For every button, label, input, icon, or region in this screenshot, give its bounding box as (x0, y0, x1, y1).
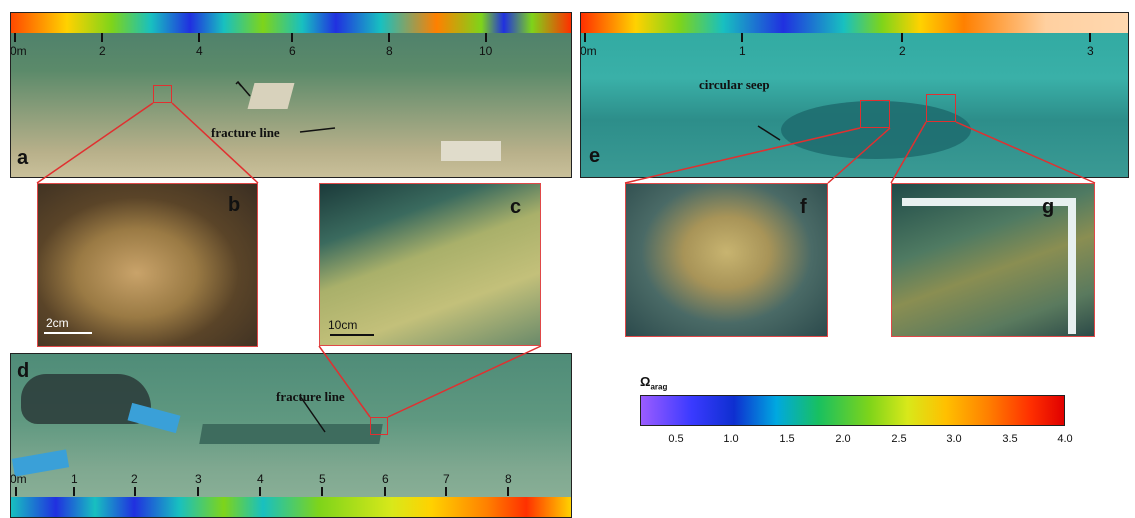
scale-label-3: 3 (194, 472, 202, 486)
scale-label-1: 1 (738, 44, 746, 58)
panel-letter-f: f (800, 196, 807, 218)
scale-label-6: 6 (288, 44, 296, 58)
pvc-frame (902, 198, 1072, 206)
scale-label-6: 6 (381, 472, 389, 486)
scale-label-5: 5 (318, 472, 326, 486)
scale-bar (44, 332, 92, 334)
panel-d-photo: fracture line d 0m 1 2 3 4 5 6 7 8 (10, 353, 572, 518)
zoom-box-f (860, 100, 890, 128)
colorbar-tick: 3.0 (946, 433, 962, 445)
panel-a-photo: 0m 2 4 6 8 10 fracture line a (10, 12, 572, 178)
scale-bar (330, 334, 374, 336)
circular-seep-label: circular seep (699, 77, 770, 92)
colorbar-tick: 0.5 (668, 433, 684, 445)
colorbar-title: Ωarag (640, 374, 668, 392)
colorbar-tick: 1.0 (723, 433, 739, 445)
scale-label-2: 2 (98, 44, 106, 58)
panel-letter-g: g (1042, 196, 1055, 218)
scale-label-0: 0m (10, 472, 27, 486)
zoom-box-c (370, 417, 388, 435)
concrete-block (441, 141, 501, 161)
colorbar-tick: 4.0 (1057, 433, 1073, 445)
panel-b-photo: b 2cm (37, 183, 258, 347)
scale-bar-label: 10cm (328, 318, 358, 332)
panel-g-photo: g (891, 183, 1095, 337)
scale-label-1: 1 (70, 472, 78, 486)
scale-label-2: 2 (130, 472, 138, 486)
panel-letter-c: c (510, 196, 522, 218)
scale-label-2: 2 (898, 44, 906, 58)
scale-label-0: 0m (580, 44, 597, 58)
distance-scale: 0m 2 4 6 8 10 (11, 33, 571, 61)
zoom-box-g (926, 94, 956, 122)
fracture-shadow (199, 424, 383, 444)
panel-f-photo: f (625, 183, 828, 337)
distance-scale: 0m 1 2 3 (581, 33, 1128, 61)
panel-e-photo: 0m 1 2 3 circular seep e (580, 12, 1129, 178)
scale-label-7: 7 (442, 472, 450, 486)
pvc-frame (1068, 198, 1076, 334)
panel-letter-d: d (17, 360, 30, 382)
fracture-line-label: fracture line (211, 125, 280, 140)
colorbar-tick: 2.0 (835, 433, 851, 445)
scale-label-10: 10 (478, 44, 493, 58)
scale-bar-label: 2cm (46, 316, 69, 330)
panel-letter-b: b (228, 194, 241, 216)
zoom-box-b (153, 85, 172, 103)
omega-color-strip (11, 13, 571, 33)
omega-color-strip (581, 13, 1128, 33)
scale-label-8: 8 (504, 472, 512, 486)
panel-letter-a: a (17, 147, 29, 169)
scale-label-4: 4 (256, 472, 264, 486)
concrete-block (247, 83, 295, 109)
panel-c-photo: c 10cm (319, 183, 541, 346)
distance-scale: 0m 1 2 3 4 5 6 7 8 (11, 472, 571, 500)
scale-label-0: 0m (10, 44, 27, 58)
fin (127, 402, 181, 434)
colorbar-tick: 2.5 (891, 433, 907, 445)
omega-color-strip (11, 497, 571, 517)
omega-colorbar (640, 395, 1065, 426)
fracture-line-label: fracture line (276, 389, 345, 404)
panel-letter-e: e (589, 145, 601, 167)
scale-label-3: 3 (1086, 44, 1094, 58)
scale-label-4: 4 (195, 44, 203, 58)
colorbar-tick: 1.5 (779, 433, 795, 445)
scale-label-8: 8 (385, 44, 393, 58)
colorbar-tick: 3.5 (1002, 433, 1018, 445)
